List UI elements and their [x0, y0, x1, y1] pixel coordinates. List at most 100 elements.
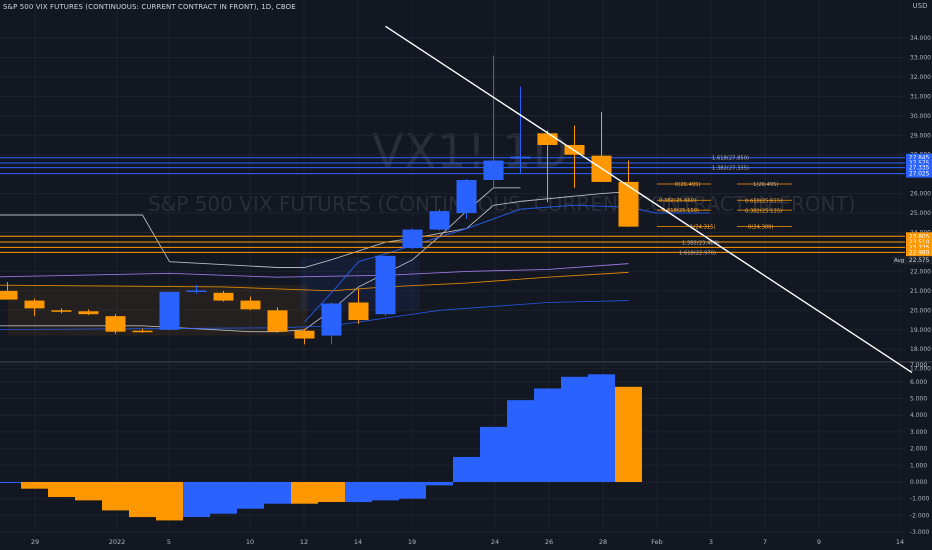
blue-level-tag: [906, 163, 932, 172]
fib-label: 0.382(25.660): [659, 198, 696, 204]
oscillator-bar: [0, 482, 21, 483]
oscillator-bar: [345, 482, 372, 503]
candle-body: [186, 290, 207, 292]
time-tick-label: 29: [31, 538, 39, 546]
ma-line-4: [0, 300, 629, 331]
candle-body: [132, 330, 153, 333]
osc-tick-label: 7.000: [910, 362, 927, 369]
time-tick-label: 14: [896, 538, 904, 546]
candle-body: [483, 160, 504, 180]
price-tick-label: 17.000: [910, 366, 931, 373]
osc-tick-label: 1.000: [910, 462, 927, 469]
oscillator-bar: [426, 482, 453, 486]
fib-label: 0(26.495): [675, 182, 701, 188]
candle-body: [456, 179, 477, 214]
candle-body: [267, 310, 288, 332]
orange-level-value: 23.805: [909, 234, 930, 240]
osc-tick-label: 5.000: [910, 396, 927, 403]
time-tick-label: 2022: [109, 538, 126, 546]
oscillator-bar: [318, 482, 345, 503]
price-tick-label: 20.000: [910, 307, 931, 314]
time-tick-label: 9: [817, 538, 821, 546]
orange-level-tag: [906, 248, 932, 257]
oscillator-bar: [48, 482, 75, 498]
candle-body: [0, 290, 18, 300]
oscillator-bar: [102, 482, 129, 511]
oscillator-bar: [129, 482, 156, 518]
price-tick-label: 30.000: [910, 113, 931, 120]
candle-body: [240, 300, 261, 310]
fib-label: 1.618(27.850): [712, 156, 749, 162]
time-tick-label: 19: [408, 538, 416, 546]
blue-level-tag: [906, 158, 932, 167]
candle-body: [105, 316, 126, 332]
avg-value: 22.575: [909, 258, 930, 264]
osc-tick-label: -2.000: [910, 512, 930, 519]
price-tick-label: 25.000: [910, 210, 931, 217]
orange-level-tag: [906, 238, 932, 247]
candle-body: [213, 292, 234, 301]
orange-level-tag: [906, 243, 932, 252]
fib-label: 1.382(23.480): [682, 241, 719, 247]
oscillator-bar: [291, 482, 318, 504]
fib-label: 0(24.300): [748, 225, 774, 231]
candle-body: [537, 133, 558, 145]
oscillator-bar: [264, 482, 291, 504]
time-tick-label: Feb: [651, 538, 663, 546]
candle-body: [78, 311, 99, 315]
candle-body: [510, 156, 531, 159]
price-tick-label: 18.000: [910, 346, 931, 353]
fib-label: 1(24.315): [690, 224, 716, 230]
time-tick-label: 3: [709, 538, 713, 546]
oscillator-bar: [480, 426, 507, 482]
osc-tick-label: 6.000: [910, 379, 927, 386]
range-box-blue: [300, 257, 420, 311]
fib-label: 0.618(25.655): [745, 198, 782, 204]
candle-body: [375, 255, 396, 315]
oscillator-bar: [453, 456, 480, 482]
fib-label: 0.382(25.135): [745, 208, 782, 214]
osc-tick-label: 4.000: [910, 412, 927, 419]
osc-tick-label: -1.000: [910, 496, 930, 503]
oscillator-bar: [75, 482, 102, 501]
fib-label: 1.618(22.970): [679, 251, 716, 257]
blue-level-value: 27.025: [909, 172, 930, 178]
time-tick-label: 5: [167, 538, 171, 546]
candle-body: [321, 303, 342, 336]
oscillator-bar: [561, 376, 588, 482]
currency-label: USD: [912, 2, 928, 10]
fib-label: 0.618(25.150): [662, 208, 699, 214]
osc-tick-label: -3.000: [910, 529, 930, 536]
time-tick-label: 10: [246, 538, 254, 546]
time-tick-label: 7: [763, 538, 767, 546]
price-tick-label: 33.000: [910, 54, 931, 61]
price-tick-label: 31.000: [910, 93, 931, 100]
orange-level-tag: [906, 232, 932, 241]
time-tick-label: 14: [354, 538, 362, 546]
price-tick-label: 21.000: [910, 288, 931, 295]
oscillator-bar: [156, 482, 183, 521]
ma-line-3: [304, 204, 710, 323]
blue-level-tag: [906, 153, 932, 162]
avg-value-tag: [906, 256, 932, 265]
avg-label: Avg: [894, 258, 904, 264]
blue-level-tag: [906, 169, 932, 178]
oscillator-bar: [183, 482, 210, 518]
candle-body: [24, 300, 45, 309]
blue-level-value: 27.335: [909, 166, 930, 172]
price-tick-label: 32.000: [910, 74, 931, 81]
price-tick-label: 22.000: [910, 268, 931, 275]
candle-body: [294, 330, 315, 339]
candle-body: [402, 229, 423, 249]
oscillator-bar: [21, 482, 48, 489]
price-tick-label: 29.000: [910, 132, 931, 139]
oscillator-bar: [237, 482, 264, 509]
osc-tick-label: 2.000: [910, 446, 927, 453]
envelope-upper: [0, 191, 629, 268]
candle-body: [429, 211, 450, 230]
chart-title: S&P 500 VIX FUTURES (CONTINUOUS: CURRENT…: [3, 3, 296, 11]
oscillator-bar: [588, 374, 615, 482]
orange-level-value: 23.510: [909, 240, 930, 246]
oscillator-bar: [210, 482, 237, 514]
